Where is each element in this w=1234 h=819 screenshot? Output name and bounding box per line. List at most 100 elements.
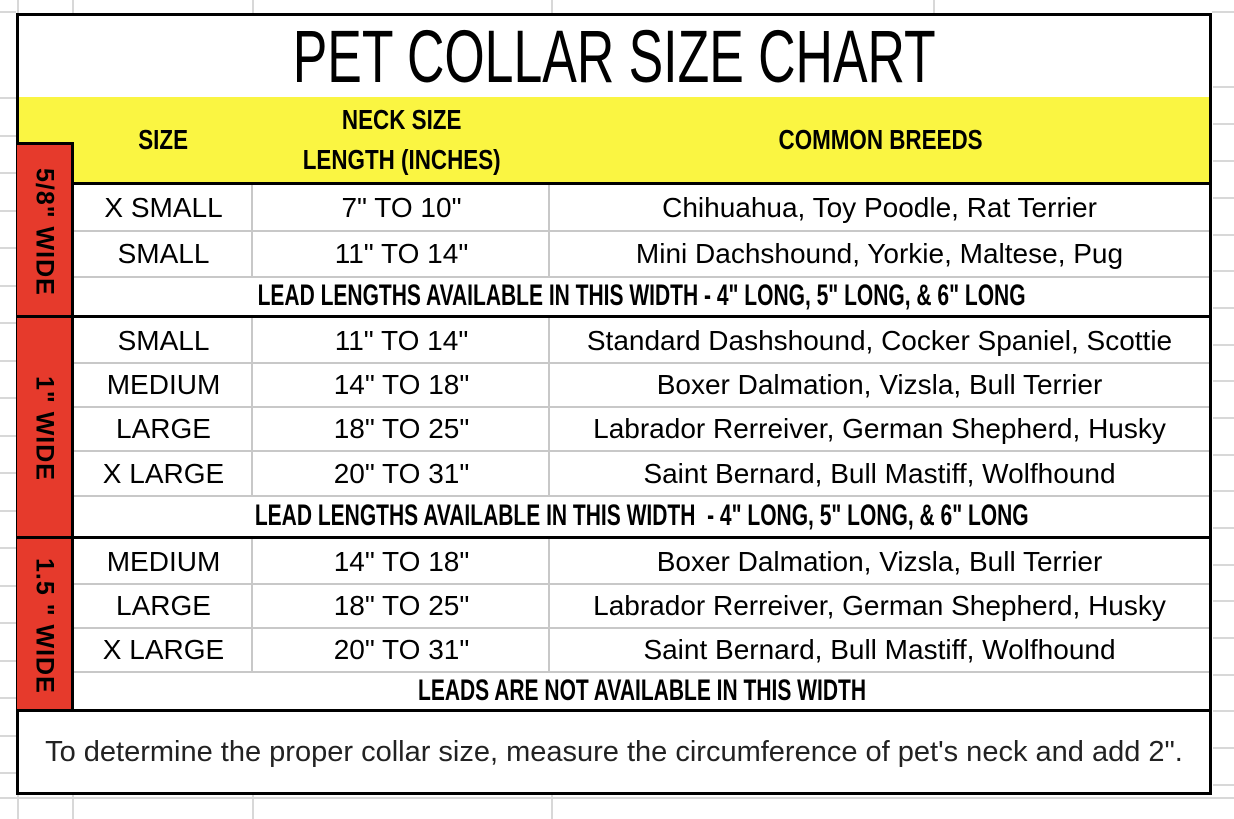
neck-size-cell: 18" TO 25" — [333, 590, 470, 621]
size-cell: MEDIUM — [106, 545, 221, 577]
breeds-cell: Standard Dashshound, Cocker Spaniel, Sco… — [586, 324, 1173, 356]
gridline — [0, 735, 16, 737]
column-gridline — [251, 539, 253, 672]
width-band-2: 1.5 " WIDE — [17, 539, 74, 712]
column-gridline — [251, 318, 253, 496]
breeds-cell: Saint Bernard, Bull Mastiff, Wolfhound — [643, 457, 1116, 489]
gridline — [1213, 270, 1234, 272]
breeds-cell: Saint Bernard, Bull Mastiff, Wolfhound — [643, 634, 1116, 665]
gridline — [551, 795, 553, 819]
gridline — [1213, 197, 1234, 199]
gridline — [252, 0, 254, 13]
gridline — [1213, 160, 1234, 162]
row-gridline — [74, 671, 1209, 673]
neck-size-cell: 11" TO 14" — [334, 238, 469, 269]
gridline — [1213, 307, 1234, 309]
header-breeds-cell: COMMON BREEDS — [550, 97, 1212, 182]
breeds-cell: Labrador Rerreiver, German Shepherd, Hus… — [593, 590, 1166, 621]
width-band-label-1: 1" WIDE — [30, 376, 59, 481]
gridline — [17, 0, 19, 13]
gridline — [0, 135, 16, 137]
gridline — [1213, 710, 1234, 712]
lead-note-row-2: LEADS ARE NOT AVAILABLE IN THIS WIDTH — [74, 672, 1209, 709]
gridline — [1213, 234, 1234, 236]
breeds-cell: Labrador Rerreiver, German Shepherd, Hus… — [593, 413, 1166, 444]
lead-note-row-1: LEAD LENGTHS AVAILABLE IN THIS WIDTH - 4… — [74, 496, 1209, 536]
header-band — [19, 97, 1209, 182]
gridline — [0, 172, 16, 174]
gridline — [0, 247, 16, 249]
row-gridline — [74, 627, 1209, 629]
gridline — [1213, 600, 1234, 602]
gridline — [1213, 527, 1234, 529]
size-cell: X LARGE — [102, 457, 225, 489]
size-cell: SMALL — [117, 324, 210, 356]
breeds-cell: Mini Dachshound, Yorkie, Maltese, Pug — [635, 238, 1124, 269]
footer-note-row: To determine the proper collar size, mea… — [19, 712, 1209, 792]
gridline — [0, 11, 16, 13]
gridline — [0, 585, 16, 587]
gridline — [17, 795, 19, 819]
header-size-cell: SIZE — [74, 97, 253, 182]
gridline — [0, 660, 16, 662]
gridline — [252, 795, 254, 819]
neck-size-cell: 14" TO 18" — [333, 369, 470, 400]
neck-size-cell: 20" TO 31" — [333, 457, 470, 489]
neck-size-cell: 14" TO 18" — [333, 545, 470, 577]
gridline — [0, 397, 16, 399]
size-cell: LARGE — [116, 590, 211, 621]
size-cell: X SMALL — [104, 192, 223, 223]
header-neck-line1: NECK SIZE — [341, 103, 462, 135]
gridline — [72, 0, 74, 13]
row-gridline — [74, 495, 1209, 497]
gridline — [0, 285, 16, 287]
gridline — [0, 435, 16, 437]
row-gridline — [74, 450, 1209, 452]
gridline — [551, 0, 553, 13]
gridline — [0, 472, 16, 474]
breeds-cell: Boxer Dalmation, Vizsla, Bull Terrier — [656, 545, 1103, 577]
gridline — [0, 210, 16, 212]
column-gridline — [548, 185, 550, 277]
neck-size-cell: 20" TO 31" — [333, 634, 470, 665]
neck-size-cell: 7" TO 10" — [341, 192, 462, 223]
gridline — [0, 360, 16, 362]
size-cell: SMALL — [117, 238, 210, 269]
gridline — [933, 0, 935, 13]
gridline — [0, 772, 16, 774]
gridline — [1213, 490, 1234, 492]
gridline — [1213, 417, 1234, 419]
header-neck-size-cell: NECK SIZE LENGTH (INCHES) — [253, 97, 550, 182]
gridline — [1213, 784, 1234, 786]
gridline — [1213, 123, 1234, 125]
header-breeds-label: COMMON BREEDS — [778, 123, 984, 155]
gridline — [1213, 747, 1234, 749]
width-band-0: 5/8" WIDE — [17, 142, 74, 318]
row-gridline — [74, 583, 1209, 585]
gridline — [1212, 11, 1234, 13]
footer-note-text: To determine the proper collar size, mea… — [45, 735, 1183, 768]
gridline — [1213, 637, 1234, 639]
neck-size-cell: 18" TO 25" — [333, 413, 470, 444]
gridline — [0, 697, 16, 699]
page-title: PET COLLAR SIZE CHART — [292, 15, 936, 98]
gridline — [1213, 86, 1234, 88]
lead-note-text-0: LEAD LENGTHS AVAILABLE IN THIS WIDTH - 4… — [257, 279, 1026, 312]
section-separator — [16, 536, 1212, 539]
column-gridline — [548, 318, 550, 496]
section-separator — [16, 709, 1212, 712]
gridline — [0, 622, 16, 624]
gridline — [1213, 380, 1234, 382]
gridline — [0, 97, 16, 99]
row-gridline — [74, 276, 1209, 278]
lead-note-row-0: LEAD LENGTHS AVAILABLE IN THIS WIDTH - 4… — [74, 277, 1209, 315]
header-bottom-border — [74, 182, 1212, 185]
gridline — [1213, 674, 1234, 676]
gridline — [1213, 564, 1234, 566]
width-band-label-0: 5/8" WIDE — [30, 167, 59, 296]
header-neck-line2: LENGTH (INCHES) — [302, 143, 501, 175]
gridline — [0, 510, 16, 512]
gridline — [1213, 454, 1234, 456]
title-row: PET COLLAR SIZE CHART — [19, 15, 1209, 98]
